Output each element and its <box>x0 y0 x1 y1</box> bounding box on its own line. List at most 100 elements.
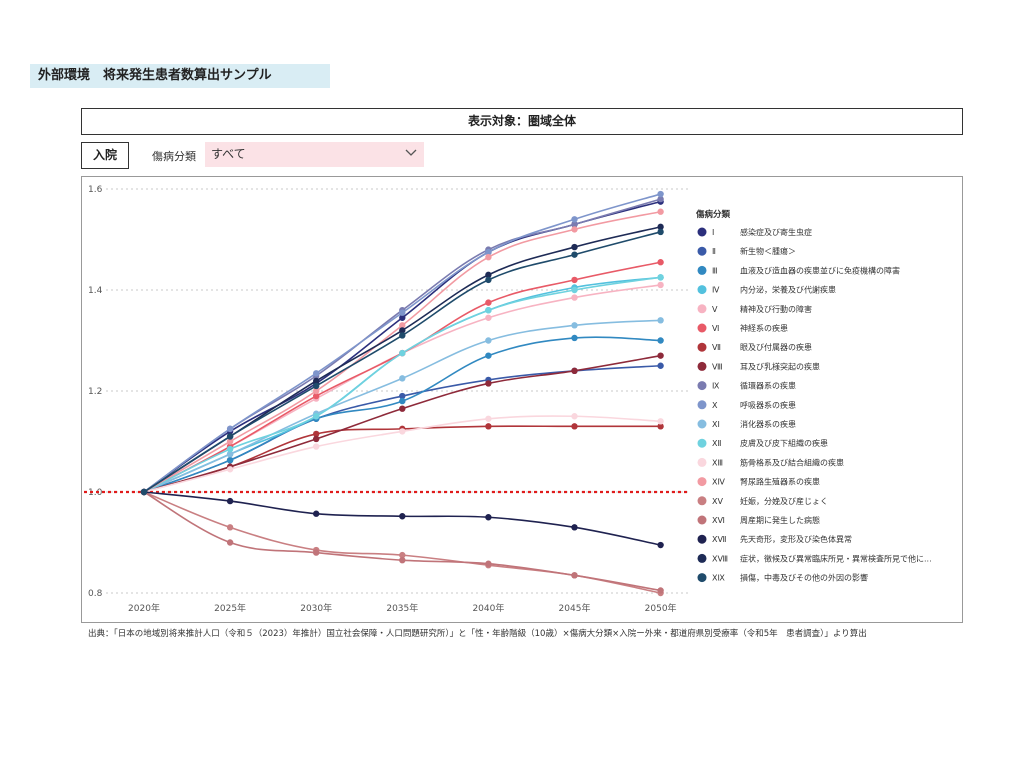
data-point <box>399 314 406 321</box>
legend-label: 周産期に発生した病態 <box>740 515 820 525</box>
data-point <box>571 251 578 258</box>
legend-label: 循環器系の疾患 <box>740 381 796 391</box>
legend-marker <box>697 515 707 525</box>
data-point <box>657 274 664 281</box>
legend-marker <box>697 246 707 256</box>
series-line <box>143 491 661 594</box>
legend-label: 消化器系の疾患 <box>740 419 796 429</box>
x-tick-label: 2025年 <box>214 602 246 614</box>
legend-number: ⅩⅣ <box>712 478 725 487</box>
legend-number: Ⅱ <box>712 247 716 256</box>
chart-frame: 1.6 1.4 1.2 1.0 0.8 2020年 2025年 2030年 2035年 2040年… <box>81 176 963 623</box>
data-point <box>226 524 234 531</box>
legend-number: ⅩⅧ <box>712 554 728 563</box>
data-point <box>571 322 578 329</box>
page-title: 外部環境 将来発生患者数算出サンプル <box>30 64 330 88</box>
legend-label: 先天奇形，変形及び染色体異常 <box>740 534 852 544</box>
legend-label: 耳及び乳様突起の疾患 <box>740 361 820 371</box>
data-point <box>485 271 492 279</box>
legend-number: Ⅸ <box>712 382 720 391</box>
legend-marker <box>697 553 707 563</box>
x-tick-label: 2035年 <box>386 602 418 614</box>
legend-number: ⅩⅦ <box>712 535 726 544</box>
data-point <box>485 380 492 387</box>
data-point <box>399 349 406 357</box>
data-point <box>399 327 406 334</box>
legend-label: 新生物＜腫瘍＞ <box>740 246 796 256</box>
y-tick-label: 1.4 <box>88 286 103 296</box>
legend-number: ⅩⅠ <box>712 420 720 429</box>
data-point <box>399 405 406 412</box>
data-point <box>399 309 406 316</box>
legend-number: Ⅶ <box>712 343 721 352</box>
legend-number: Ⅵ <box>712 324 719 333</box>
y-tick-label: 1.6 <box>88 185 103 195</box>
data-point <box>226 425 234 433</box>
legend-title: 傷病分類 <box>695 209 731 220</box>
data-point <box>399 551 406 559</box>
legend-number: ⅩⅤ <box>712 497 723 506</box>
y-tick-label: 1.2 <box>88 387 102 397</box>
data-point <box>657 228 664 236</box>
display-target-label: 表示対象：圏域全体 <box>81 108 963 135</box>
legend-marker <box>697 477 707 487</box>
data-point <box>226 450 234 458</box>
data-point <box>485 314 492 321</box>
legend-label: 感染症及び寄生虫症 <box>740 227 812 237</box>
data-point <box>313 413 320 420</box>
legend-number: Ⅴ <box>712 305 718 314</box>
data-point <box>657 587 664 594</box>
inpatient-toggle[interactable]: 入院 <box>81 142 129 169</box>
data-point <box>485 423 492 430</box>
data-point <box>226 438 234 445</box>
y-tick-label: 1.0 <box>88 488 103 498</box>
legend-marker <box>697 265 707 275</box>
data-point <box>226 456 234 464</box>
y-tick-label: 0.8 <box>88 589 103 599</box>
data-point <box>571 216 578 223</box>
data-point <box>399 556 406 564</box>
data-point <box>657 195 664 203</box>
legend-number: ⅩⅥ <box>712 516 725 525</box>
data-point <box>657 259 664 266</box>
data-point <box>485 352 492 359</box>
data-point <box>571 413 578 420</box>
data-point <box>571 294 578 301</box>
data-point <box>485 248 492 256</box>
legend-marker <box>697 457 707 467</box>
data-point <box>571 524 578 531</box>
data-point <box>657 362 664 369</box>
data-point <box>485 299 492 306</box>
data-point <box>313 377 320 385</box>
legend-label: 腎尿路生殖器系の疾患 <box>740 477 820 487</box>
data-point <box>571 423 578 430</box>
legend-number: Ⅲ <box>712 266 718 275</box>
data-point <box>485 337 492 344</box>
data-point <box>571 334 578 342</box>
data-point <box>657 223 664 231</box>
data-point <box>313 443 320 450</box>
disease-filter-label: 傷病分類 <box>152 150 196 163</box>
data-point <box>313 387 320 395</box>
legend-label: 眼及び付属器の疾患 <box>740 342 812 352</box>
x-tick-label: 2020年 <box>128 602 160 614</box>
data-point <box>571 221 578 228</box>
data-point <box>485 560 492 567</box>
legend-marker <box>697 227 707 237</box>
data-point <box>571 286 578 294</box>
legend-number: Ⅷ <box>712 362 723 371</box>
disease-filter-select[interactable]: すべて <box>205 142 424 167</box>
data-point <box>399 428 406 435</box>
data-point <box>571 276 578 284</box>
data-point <box>657 317 664 324</box>
data-point <box>399 375 406 382</box>
data-point <box>313 382 320 390</box>
data-point <box>485 253 492 261</box>
legend-marker <box>697 342 707 352</box>
legend-label: 内分泌，栄養及び代謝疾患 <box>740 285 836 295</box>
data-point <box>313 510 320 517</box>
data-point <box>657 208 664 215</box>
data-point <box>657 418 664 425</box>
legend-number: Ⅹ <box>712 401 718 410</box>
legend-marker <box>697 323 707 333</box>
